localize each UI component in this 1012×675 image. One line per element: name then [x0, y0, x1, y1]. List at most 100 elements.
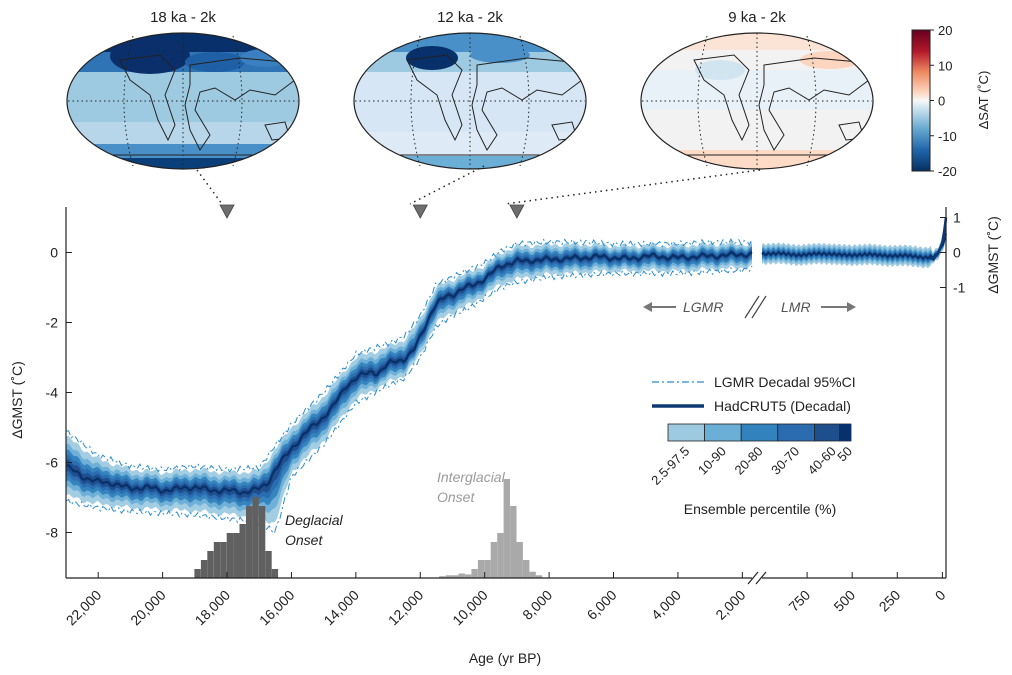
- map-title-18ka: 18 ka - 2k: [150, 9, 216, 26]
- lgmr-median-line: [65, 250, 753, 496]
- period-marker: [412, 204, 428, 219]
- x-tick-label-left: 22,000: [63, 587, 105, 629]
- deglacial-label-1: Deglacial: [285, 512, 343, 528]
- colorbar-tick-label: 20: [938, 23, 952, 38]
- histogram-bar: [445, 575, 453, 578]
- x-tick-label-left: 2,000: [712, 587, 748, 623]
- histogram-bar: [465, 574, 472, 578]
- histogram-bar: [529, 571, 536, 578]
- period-marker: [219, 204, 235, 219]
- lmr-median-line: [761, 233, 947, 261]
- map-title-12ka: 12 ka - 2k: [437, 9, 503, 26]
- histogram-bar: [439, 576, 446, 578]
- legend-percentile-swatch: [667, 423, 705, 442]
- y-axis-label-right: ΔGMST (˚C): [985, 216, 1001, 294]
- y-tick-label-left: 0: [50, 245, 58, 261]
- histogram-bar: [233, 533, 240, 578]
- histogram-bar: [497, 533, 504, 578]
- interglacial-label-2: Onset: [437, 489, 475, 505]
- colorbar-tick-label: -20: [938, 164, 957, 179]
- y-tick-label-right: 0: [953, 245, 961, 261]
- x-axis-label: Age (yr BP): [469, 650, 541, 666]
- legend-title: Ensemble percentile (%): [684, 501, 837, 517]
- x-tick-label-left: 20,000: [127, 587, 169, 629]
- legend-percentile-label: 40-60: [805, 444, 839, 478]
- deglacial-label-2: Onset: [285, 532, 323, 548]
- lgmr-band-3: [66, 248, 752, 503]
- y-tick-label-left: -8: [46, 525, 59, 541]
- lmr-label: LMR: [781, 299, 811, 315]
- x-tick-label-left: 6,000: [584, 587, 620, 623]
- x-tick-label-left: 16,000: [256, 587, 298, 629]
- histogram-bar: [246, 506, 253, 578]
- lgmr-ci-lower-line: [65, 265, 753, 535]
- x-tick-label-left: 8,000: [519, 587, 555, 623]
- legend-percentile-swatch: [740, 423, 779, 442]
- period-arrows: LGMR LMR: [643, 295, 856, 319]
- lgmr-label: LGMR: [683, 299, 723, 315]
- histogram-bar: [265, 551, 272, 578]
- histogram-bar: [452, 575, 459, 578]
- histogram-bar: [484, 560, 491, 578]
- lgmr-band-4: [66, 249, 752, 499]
- histogram-bar: [523, 560, 530, 578]
- histogram-bar: [207, 551, 214, 578]
- x-tick-label-left: 4,000: [648, 587, 684, 623]
- histogram-bar: [220, 542, 227, 578]
- legend-ci-label: LGMR Decadal 95%CI: [714, 374, 856, 390]
- legend-percentile-label: 20-80: [732, 444, 766, 478]
- colorbar-label: ΔSAT (˚C): [976, 71, 991, 130]
- histogram-bar: [490, 542, 498, 578]
- legend-percentile-label: 2.5-97.5: [648, 444, 692, 488]
- y-tick-label-left: -4: [46, 385, 59, 401]
- period-marker: [509, 204, 525, 219]
- lgmr-band-2: [66, 246, 752, 507]
- colorbar-tick-label: 0: [938, 94, 945, 109]
- histogram-bar: [271, 569, 279, 578]
- histogram-bar: [200, 560, 208, 578]
- histogram-bar: [503, 479, 510, 578]
- x-tick-label-right: 250: [876, 587, 904, 615]
- interglacial-label-1: Interglacial: [437, 469, 506, 485]
- map-18ka: 18 ka - 2k: [66, 9, 300, 170]
- map-12ka: 12 ka - 2k: [353, 9, 587, 170]
- histogram-bar: [213, 542, 221, 578]
- lgmr-ci-upper-line: [65, 238, 753, 473]
- map-9ka: 9 ka - 2k: [640, 9, 874, 170]
- histogram-bar: [471, 569, 478, 578]
- x-tick-label-right: 500: [830, 587, 858, 615]
- histogram-bar: [516, 542, 523, 578]
- x-tick-label-left: 10,000: [449, 587, 491, 629]
- legend-percentile-swatch: [777, 423, 815, 442]
- y-tick-label-right: -1: [953, 280, 966, 296]
- legend: LGMR Decadal 95%CI HadCRUT5 (Decadal) 2.…: [648, 374, 856, 517]
- x-tick-label-left: 12,000: [385, 587, 427, 629]
- map-title-9ka: 9 ka - 2k: [728, 9, 786, 26]
- legend-percentile-label: 10-90: [695, 444, 729, 478]
- x-tick-label-right: 0: [932, 587, 949, 604]
- x-tick-label-left: 18,000: [192, 587, 234, 629]
- histogram-bar: [510, 506, 517, 578]
- histogram-bar: [258, 506, 266, 578]
- colorbar-tick-label: -10: [938, 129, 957, 144]
- legend-percentile-label: 50: [834, 444, 855, 465]
- y-axis-label-left: ΔGMST (˚C): [9, 361, 25, 439]
- legend-percentile-swatch: [704, 423, 742, 442]
- lgmr-band-1: [66, 244, 752, 513]
- map-connectors: [196, 165, 761, 205]
- histogram-bar: [252, 497, 259, 578]
- histogram-bar: [535, 575, 543, 578]
- histogram-bar: [226, 533, 234, 578]
- histogram-bar: [194, 569, 201, 578]
- y-tick-label-right: 1: [953, 210, 961, 226]
- histogram-bar: [458, 573, 465, 578]
- histogram-bar: [239, 524, 246, 578]
- histogram-bar: [477, 560, 485, 578]
- colorbar: 20 10 0 -10 -20 ΔSAT (˚C): [911, 23, 991, 179]
- legend-percentile-swatch-median: [839, 424, 851, 441]
- main-plot: 0 -2 -4 -6 -8 1 0 -1 22,000 20,000 18,000 16,000 1…: [9, 204, 1001, 666]
- axis-break: [747, 571, 767, 585]
- x-tick-label-left: 14,000: [320, 587, 362, 629]
- y-tick-label-left: -6: [46, 455, 59, 471]
